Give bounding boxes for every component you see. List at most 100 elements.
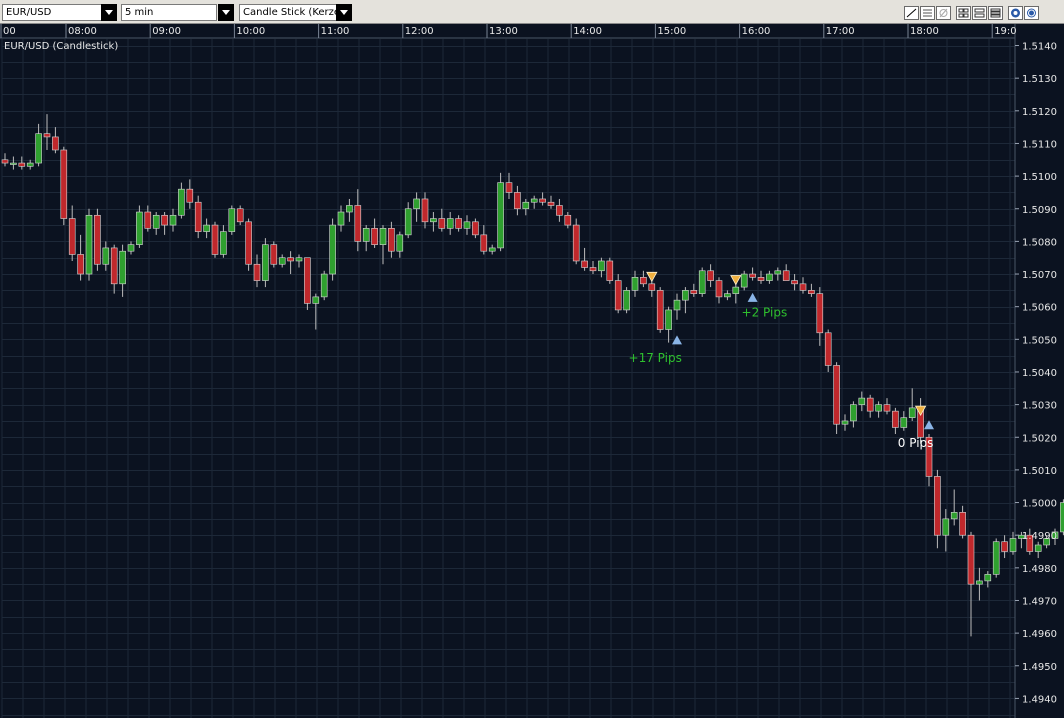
candle[interactable] [640,270,647,288]
candle[interactable] [203,218,210,239]
candle[interactable] [26,159,34,170]
candle[interactable] [673,293,681,320]
candle[interactable] [514,185,521,216]
candle[interactable] [379,225,387,265]
candle[interactable] [925,433,933,487]
candle[interactable] [10,156,17,170]
candle[interactable] [967,531,975,637]
candle[interactable] [488,244,496,255]
candle[interactable] [556,198,563,222]
candlestick-chart[interactable]: 00 08:00 09:00 10:00 11:00 12:00 13:00 14:00 15:… [0,24,1064,718]
sell-triangle-icon[interactable] [730,275,742,286]
candle[interactable] [472,218,479,239]
candle[interactable] [631,270,639,297]
candle[interactable] [371,218,378,248]
horizontal-lines-icon[interactable] [920,6,935,20]
chart-type-select[interactable]: Candle Stick (Kerze [239,4,337,21]
candle[interactable] [749,267,756,281]
candle[interactable] [430,212,437,232]
candle[interactable] [60,146,68,226]
candle[interactable] [228,205,236,235]
candle[interactable] [908,388,916,421]
candle[interactable] [186,179,194,209]
candle[interactable] [858,391,866,412]
layout-list-icon[interactable] [972,6,987,20]
candle[interactable] [623,287,630,314]
candle[interactable] [757,270,765,284]
candle[interactable] [43,114,51,150]
interval-dropdown-button[interactable] [218,4,234,21]
candle[interactable] [959,505,966,539]
candle[interactable] [698,267,706,297]
candle[interactable] [833,362,840,434]
candle[interactable] [732,283,740,304]
chart-type-dropdown-button[interactable] [336,4,352,21]
candle[interactable] [110,244,118,294]
buy-triangle-icon[interactable] [747,292,758,302]
candle[interactable] [178,182,185,219]
candle[interactable] [312,293,320,330]
candle[interactable] [1060,499,1064,536]
candle[interactable] [1018,531,1025,549]
candle[interactable] [480,225,488,255]
candle[interactable] [18,156,26,170]
candle[interactable] [127,241,135,255]
candle[interactable] [766,270,773,284]
candle[interactable] [1001,535,1008,559]
candle[interactable] [102,241,110,271]
candle[interactable] [236,205,244,226]
layout-grid-icon[interactable] [956,6,971,20]
candle[interactable] [270,241,278,268]
disabled-tool-icon[interactable] [936,6,951,20]
sell-triangle-icon[interactable] [914,405,927,416]
candle[interactable] [421,192,429,229]
candle[interactable] [589,260,597,275]
candle[interactable] [1051,528,1059,545]
layout-columns-icon[interactable] [988,6,1003,20]
candle[interactable] [278,254,286,268]
candle[interactable] [614,274,622,314]
candle[interactable] [984,571,992,588]
candle[interactable] [606,257,614,284]
candle[interactable] [211,221,219,258]
candle[interactable] [774,267,782,281]
symbol-dropdown-button[interactable] [101,4,117,21]
candle[interactable] [262,238,269,288]
candle[interactable] [682,287,689,314]
candle[interactable] [715,277,723,304]
candle[interactable] [463,215,471,235]
candle[interactable] [724,290,731,301]
buy-triangle-icon[interactable] [924,420,934,430]
candle[interactable] [598,257,605,278]
symbol-select[interactable]: EUR/USD [2,4,102,21]
candle[interactable] [295,254,303,268]
candle[interactable] [883,398,891,415]
candle[interactable] [690,283,698,297]
candle[interactable] [455,215,462,232]
candle[interactable] [950,489,958,526]
candle[interactable] [866,394,874,418]
draw-line-icon[interactable] [904,6,919,20]
candle[interactable] [52,127,59,154]
candle[interactable] [253,254,261,288]
candle[interactable] [942,509,950,552]
candle[interactable] [304,257,311,310]
candle[interactable] [388,221,395,258]
candle[interactable] [245,218,252,271]
candle[interactable] [362,225,370,252]
candle[interactable] [841,414,849,431]
candle[interactable] [329,218,336,281]
candle[interactable] [77,234,84,281]
interval-select[interactable]: 5 min [121,4,217,21]
candle[interactable] [337,205,345,232]
candle[interactable] [446,212,454,235]
candle[interactable] [875,401,882,418]
candle[interactable] [850,401,857,428]
candle[interactable] [119,244,126,297]
candle[interactable] [1026,528,1034,555]
candle[interactable] [85,208,93,281]
candle[interactable] [1034,541,1042,559]
candle[interactable] [497,172,504,252]
candle[interactable] [892,407,899,434]
candle[interactable] [320,270,328,301]
